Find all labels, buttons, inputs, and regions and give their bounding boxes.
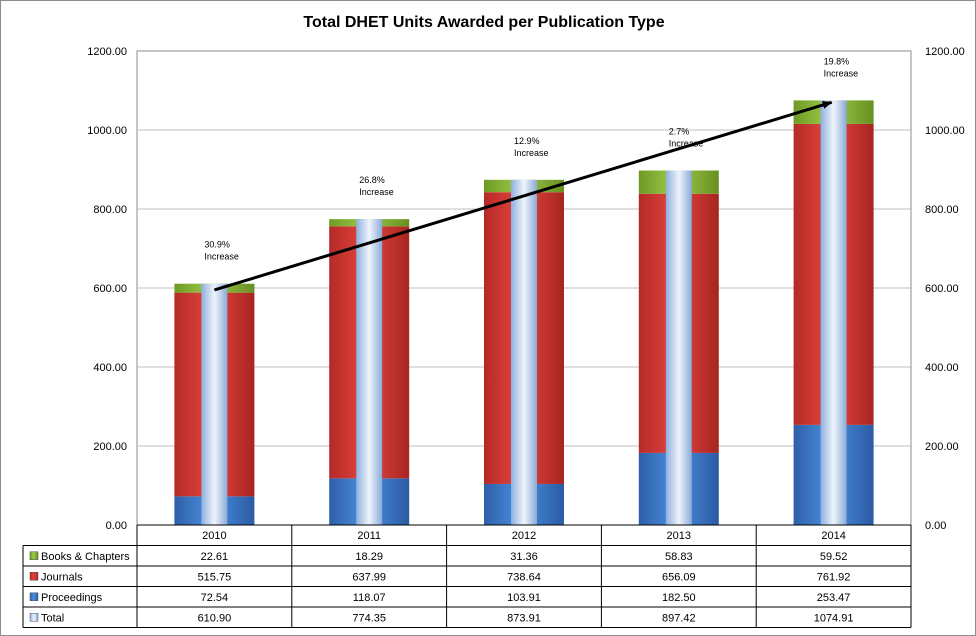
x-tick-label: 2012 bbox=[512, 530, 536, 542]
table-cell: 774.35 bbox=[352, 612, 386, 624]
legend-label: Books & Chapters bbox=[41, 551, 130, 563]
annotation-line: 12.9% bbox=[514, 136, 540, 146]
table-cell: 18.29 bbox=[355, 551, 383, 563]
table-cell: 31.36 bbox=[510, 551, 538, 563]
annotation-line: Increase bbox=[669, 139, 704, 149]
bars bbox=[174, 100, 874, 526]
annotation-line: Increase bbox=[824, 68, 859, 78]
annotation-2014: 19.8% Increase bbox=[824, 56, 859, 78]
legend-swatch bbox=[29, 551, 39, 560]
y-tick-label-right: 800.00 bbox=[925, 204, 959, 216]
bar-total-2012 bbox=[511, 179, 537, 526]
legend-label: Total bbox=[41, 612, 64, 624]
legend-label: Proceedings bbox=[41, 592, 103, 604]
annotation-line: 26.8% bbox=[359, 175, 385, 185]
bar-total-2013 bbox=[665, 170, 692, 525]
annotation-2010: 30.9% Increase bbox=[204, 240, 239, 262]
annotation-line: Increase bbox=[204, 252, 239, 262]
bar-total-2014 bbox=[820, 100, 847, 525]
trend-arrow bbox=[213, 100, 833, 292]
annotation-line: 2.7% bbox=[669, 127, 690, 137]
y-tick-label-right: 0.00 bbox=[925, 520, 946, 532]
annotation-line: Increase bbox=[514, 148, 549, 158]
table-cell: 738.64 bbox=[507, 571, 541, 583]
table-cell: 118.07 bbox=[353, 592, 386, 604]
y-tick-label-right: 600.00 bbox=[925, 283, 959, 295]
bar-total-2010 bbox=[201, 283, 228, 525]
x-tick-label: 2010 bbox=[202, 530, 226, 542]
table-cell: 182.50 bbox=[662, 592, 696, 604]
legend-swatch bbox=[29, 592, 39, 601]
annotation-line: 19.8% bbox=[824, 56, 850, 66]
legend-label: Journals bbox=[41, 571, 83, 583]
table-cell: 873.91 bbox=[507, 612, 541, 624]
legend-swatch bbox=[29, 572, 39, 581]
data-table: 2010 2011 2012 2013 2014 Books & Chapters 22.6… bbox=[22, 524, 912, 628]
table-cell: 610.90 bbox=[198, 612, 232, 624]
y-tick-label-left: 400.00 bbox=[93, 362, 127, 374]
annotation-2013: 2.7% Increase bbox=[669, 127, 704, 149]
chart-title: Total DHET Units Awarded per Publication… bbox=[303, 14, 664, 31]
y-tick-label-right: 400.00 bbox=[925, 362, 959, 374]
y-tick-label-left: 200.00 bbox=[93, 441, 127, 453]
y-tick-label-right: 200.00 bbox=[925, 441, 959, 453]
bar-total-2011 bbox=[356, 219, 383, 525]
y-tick-label-left: 600.00 bbox=[93, 283, 127, 295]
table-cell: 515.75 bbox=[198, 571, 232, 583]
table-cell: 761.92 bbox=[817, 571, 851, 583]
annotation-2011: 26.8% Increase bbox=[359, 175, 394, 197]
annotation-line: Increase bbox=[359, 187, 394, 197]
annotation-line: 30.9% bbox=[204, 240, 230, 250]
table-cell: 656.09 bbox=[662, 571, 696, 583]
table-cell: 637.99 bbox=[352, 571, 386, 583]
table-cell: 1074.91 bbox=[814, 612, 854, 624]
annotation-2012: 12.9% Increase bbox=[514, 136, 549, 158]
table-cell: 22.61 bbox=[201, 551, 229, 563]
y-tick-label-left: 0.00 bbox=[106, 520, 127, 532]
x-tick-label: 2013 bbox=[667, 530, 691, 542]
x-tick-label: 2014 bbox=[821, 530, 845, 542]
table-cell: 897.42 bbox=[662, 612, 696, 624]
y-tick-label-left: 1200.00 bbox=[87, 46, 127, 58]
table-cell: 59.52 bbox=[820, 551, 848, 563]
axes: 0.00 0.00 200.00 200.00 400.00 400.00 600.00 60… bbox=[87, 46, 965, 532]
table-cell: 253.47 bbox=[817, 592, 851, 604]
x-tick-label: 2011 bbox=[357, 530, 381, 542]
table-cell: 58.83 bbox=[665, 551, 693, 563]
y-tick-label-right: 1200.00 bbox=[925, 46, 965, 58]
y-tick-label-left: 800.00 bbox=[93, 204, 127, 216]
legend-swatch bbox=[29, 613, 39, 622]
table-cell: 103.91 bbox=[507, 592, 541, 604]
y-tick-label-right: 1000.00 bbox=[925, 125, 965, 137]
y-tick-label-left: 1000.00 bbox=[87, 125, 127, 137]
table-cell: 72.54 bbox=[201, 592, 229, 604]
